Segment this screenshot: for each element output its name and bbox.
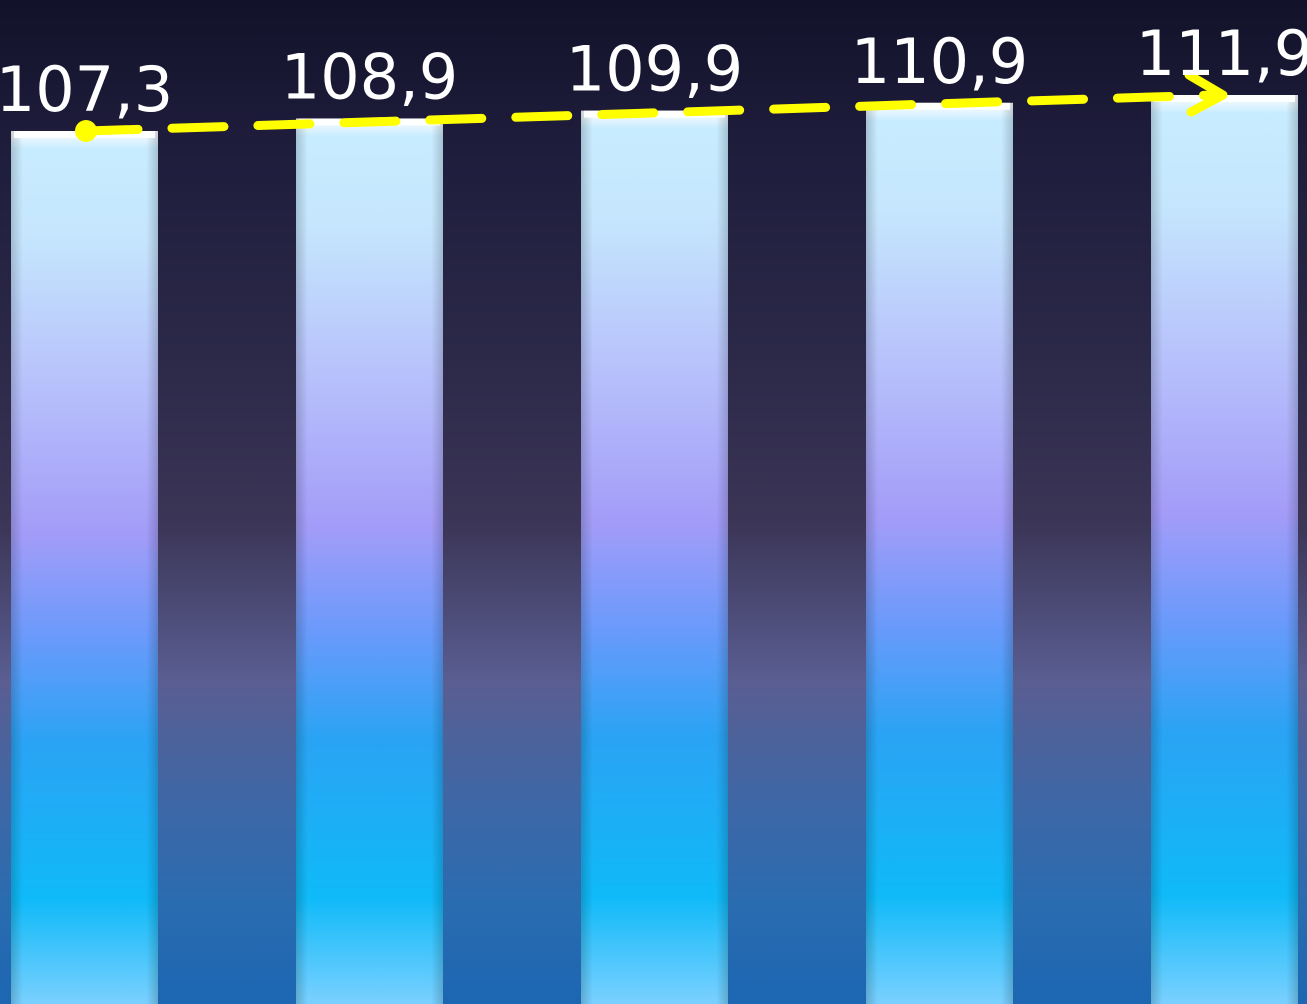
data-label-5: 111,9 bbox=[1136, 17, 1307, 90]
data-label-2: 108,9 bbox=[281, 40, 459, 113]
trend-layer bbox=[75, 70, 1228, 142]
bar-5-shade bbox=[1151, 95, 1298, 1004]
bars-layer bbox=[11, 95, 1298, 1004]
bar-1-shade bbox=[11, 131, 158, 1004]
data-label-1: 107,3 bbox=[0, 53, 173, 126]
bar-2-shade bbox=[296, 118, 443, 1004]
bar-4-top-highlight bbox=[869, 102, 1010, 110]
data-label-3: 109,9 bbox=[566, 33, 744, 106]
labels-layer: 107,3 108,9 109,9 110,9 111,9 bbox=[0, 17, 1307, 126]
bar-3-shade bbox=[581, 110, 728, 1004]
trend-start-marker bbox=[75, 120, 97, 142]
bar-4-shade bbox=[866, 102, 1013, 1004]
trend-line bbox=[81, 90, 1220, 136]
data-label-4: 110,9 bbox=[851, 25, 1029, 98]
trend-arrow-head bbox=[1184, 70, 1228, 117]
